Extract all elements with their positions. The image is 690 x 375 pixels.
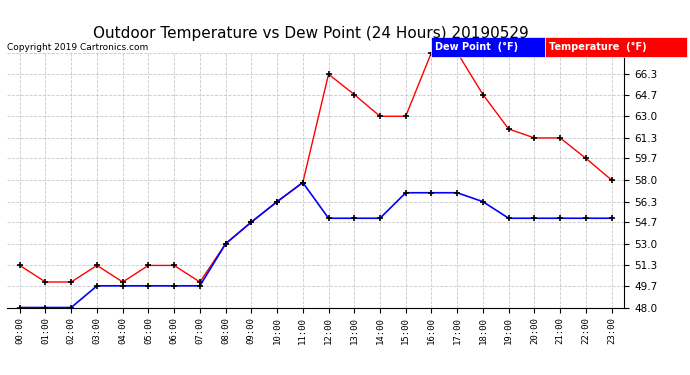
Text: Temperature  (°F): Temperature (°F): [549, 42, 646, 52]
Text: Outdoor Temperature vs Dew Point (24 Hours) 20190529: Outdoor Temperature vs Dew Point (24 Hou…: [92, 26, 529, 41]
Text: Copyright 2019 Cartronics.com: Copyright 2019 Cartronics.com: [7, 43, 148, 52]
Text: Dew Point  (°F): Dew Point (°F): [435, 42, 518, 52]
